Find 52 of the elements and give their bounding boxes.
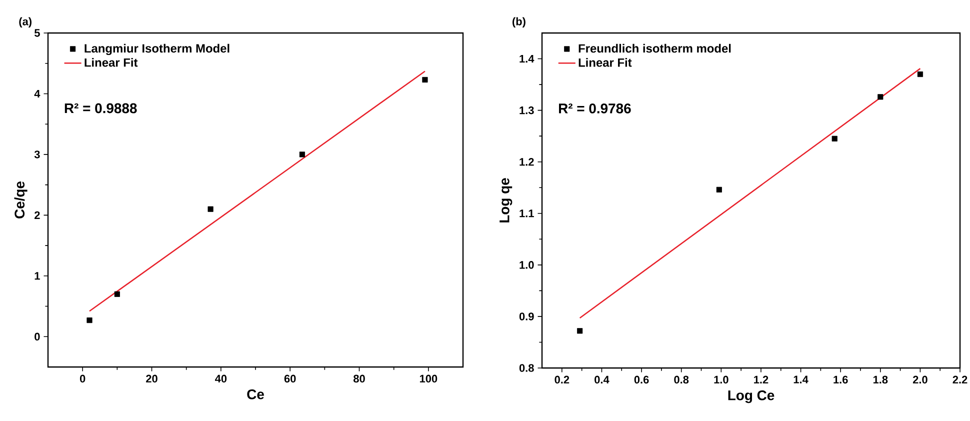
- x-axis-title: Log Ce: [728, 390, 774, 404]
- y-tick-label: 1.4: [520, 55, 534, 63]
- x-tick-label: 80: [354, 374, 365, 383]
- point: [299, 152, 305, 158]
- x-tick-label: 1.6: [834, 376, 848, 384]
- point: [208, 206, 214, 212]
- x-tick-label: 0.8: [674, 376, 689, 384]
- point: [917, 71, 923, 78]
- chart-title: (a): [19, 17, 32, 28]
- x-tick-label: 60: [284, 374, 296, 383]
- x-tick-label: 1.4: [794, 376, 808, 384]
- x-tick-label: 0.4: [594, 376, 610, 384]
- y-tick-label: 2: [34, 211, 40, 220]
- y-tick-label: 1: [34, 272, 40, 280]
- y-tick-label: 1.2: [520, 158, 534, 166]
- y-tick-label: 1.0: [520, 261, 534, 269]
- y-axis-title: Log qe: [500, 178, 512, 222]
- x-tick-label: 1.8: [873, 376, 888, 384]
- y-tick-label: 0.9: [519, 312, 534, 320]
- point: [422, 76, 428, 83]
- x-axis-title: Ce: [247, 389, 264, 400]
- x-tick-label: 2.0: [912, 376, 928, 384]
- point: [878, 94, 884, 100]
- point: [86, 317, 92, 324]
- y-tick-label: 4: [34, 90, 40, 98]
- y-tick-label: 1.3: [520, 106, 534, 114]
- chart-title: (b): [512, 17, 526, 28]
- point: [577, 328, 583, 334]
- y-tick-label: 0.8: [519, 364, 534, 372]
- x-tick-label: 20: [146, 374, 158, 383]
- point: [832, 136, 838, 142]
- x-tick-label: 2.2: [952, 376, 968, 384]
- legend-label: Langmiur Isotherm Model: [84, 44, 230, 56]
- x-tick-label: 1.2: [754, 376, 768, 384]
- y-tick-label: 5: [34, 29, 40, 37]
- x-tick-label: 0: [80, 374, 86, 383]
- annotation: R² = 0.9786: [559, 104, 631, 114]
- legend-label: Linear Fit: [578, 58, 632, 67]
- y-tick-label: 0: [34, 332, 40, 341]
- y-tick-label: 1.1: [520, 210, 534, 218]
- x-tick-label: 1.0: [714, 376, 728, 384]
- point: [716, 186, 722, 192]
- point: [114, 291, 120, 297]
- x-tick-label: 0.2: [554, 376, 570, 384]
- x-tick-label: 0.6: [634, 376, 649, 384]
- x-tick-label: 100: [420, 374, 438, 383]
- y-tick-label: 3: [34, 150, 40, 158]
- annotation: R² = 0.9888: [64, 103, 137, 114]
- legend-label: Freundlich isotherm model: [578, 44, 731, 53]
- legend-label: Linear Fit: [84, 58, 138, 67]
- x-tick-label: 40: [215, 374, 227, 383]
- y-axis-title: Ce/qe: [14, 181, 28, 218]
